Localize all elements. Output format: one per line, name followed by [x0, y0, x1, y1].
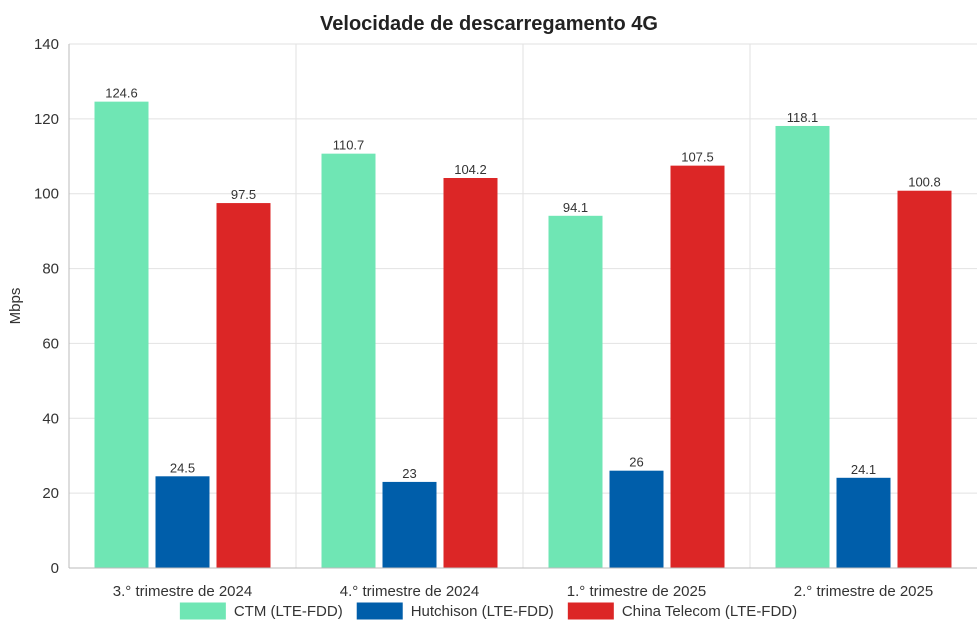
y-tick-label: 60 [42, 335, 59, 352]
bar [382, 481, 437, 568]
bar [155, 476, 210, 568]
y-axis-label: Mbps [7, 288, 24, 325]
bar [609, 470, 664, 568]
data-label: 124.6 [105, 86, 138, 101]
x-tick-label: 1.° trimestre de 2025 [567, 583, 706, 600]
legend-label: Hutchison (LTE-FDD) [411, 603, 554, 620]
bars [94, 101, 952, 569]
legend-label: China Telecom (LTE-FDD) [622, 603, 797, 620]
axes: 0 20 40 60 80 100 120 140 3.° trimestre de 2024 4… [34, 36, 977, 600]
legend-swatch [179, 602, 226, 620]
data-label: 97.5 [231, 187, 256, 202]
y-tick-label: 0 [51, 560, 59, 577]
bar [94, 101, 149, 568]
bar [775, 125, 830, 569]
data-label: 104.2 [454, 162, 487, 177]
x-tick-label: 3.° trimestre de 2024 [113, 583, 252, 600]
x-tick-label: 2.° trimestre de 2025 [794, 583, 933, 600]
data-label: 100.8 [908, 175, 941, 190]
data-label: 107.5 [681, 150, 714, 165]
y-tick-label: 140 [34, 36, 59, 53]
bar [216, 203, 271, 569]
bar [836, 477, 891, 568]
bar [321, 153, 376, 568]
legend-label: CTM (LTE-FDD) [234, 603, 343, 620]
bar [670, 165, 725, 568]
legend-item: Hutchison (LTE-FDD) [356, 602, 554, 620]
data-label: 118.1 [787, 110, 819, 125]
legend-item: China Telecom (LTE-FDD) [567, 602, 797, 620]
chart-title: Velocidade de descarregamento 4G [320, 13, 658, 35]
y-tick-label: 20 [42, 485, 59, 502]
legend-swatch [356, 602, 403, 620]
data-labels: 124.6 24.5 97.5 110.7 23 104.2 94.1 26 107.5 118.… [105, 86, 941, 481]
y-tick-label: 100 [34, 186, 59, 203]
y-tick-label: 40 [42, 410, 59, 427]
legend-item: CTM (LTE-FDD) [179, 602, 343, 620]
data-label: 110.7 [333, 138, 365, 153]
data-label: 24.5 [170, 460, 195, 475]
data-label: 94.1 [563, 200, 588, 215]
y-tick-label: 80 [42, 261, 59, 278]
y-tick-label: 120 [34, 111, 59, 128]
bar [443, 177, 498, 568]
bar [897, 190, 952, 568]
x-tick-label: 4.° trimestre de 2024 [340, 583, 479, 600]
bar [548, 215, 603, 568]
legend-swatch [567, 602, 614, 620]
data-label: 26 [629, 455, 643, 470]
data-label: 24.1 [851, 462, 876, 477]
legend: CTM (LTE-FDD) Hutchison (LTE-FDD) China Te… [179, 602, 797, 620]
data-label: 23 [402, 466, 416, 481]
